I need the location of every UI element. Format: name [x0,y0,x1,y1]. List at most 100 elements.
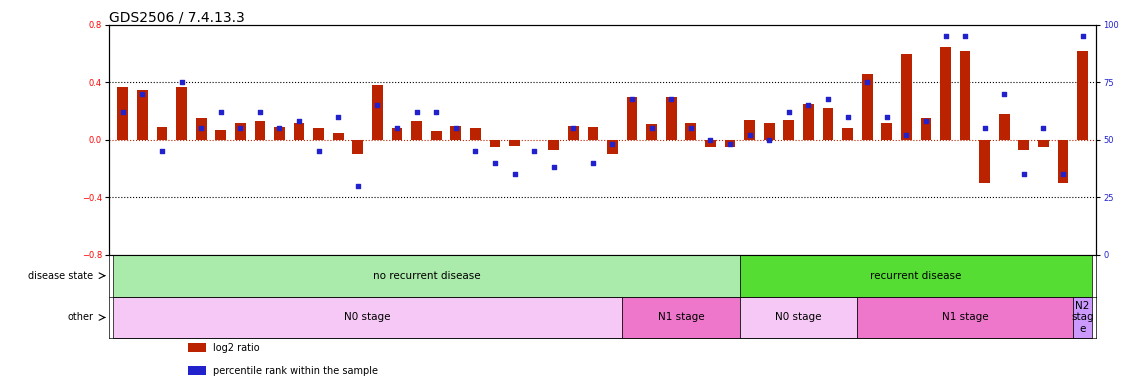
Text: other: other [68,313,93,323]
Text: recurrent disease: recurrent disease [870,271,962,281]
Point [153,148,171,154]
Point [604,141,622,147]
Bar [1073,296,1093,338]
Point [172,79,191,86]
Text: disease state: disease state [29,271,93,281]
Bar [235,122,246,140]
Bar [783,120,794,140]
Point [329,114,348,120]
Point [701,137,720,143]
Bar [255,121,265,140]
Text: N2
stag
e: N2 stag e [1071,301,1094,334]
Bar [568,126,579,140]
Point [290,118,309,124]
Bar [489,140,501,147]
Point [505,171,523,177]
Point [250,109,269,115]
Point [779,109,798,115]
Point [192,125,210,131]
Text: N0 stage: N0 stage [775,313,822,323]
Point [721,141,739,147]
Point [486,160,504,166]
Bar [1038,140,1049,147]
Bar [862,74,872,140]
Text: N1 stage: N1 stage [941,313,988,323]
Bar [627,97,637,140]
Bar [739,296,858,338]
Point [1073,33,1092,40]
Bar [176,87,187,140]
Bar [744,120,755,140]
Point [995,91,1014,97]
Bar [113,255,739,296]
Bar [196,118,207,140]
Bar [294,122,304,140]
Bar [739,255,1093,296]
Point [369,102,387,108]
Text: N0 stage: N0 stage [344,313,390,323]
Point [897,132,915,138]
Bar [188,343,205,352]
Bar [622,296,739,338]
Bar [391,128,403,140]
Bar [137,89,148,140]
Point [231,125,249,131]
Bar [274,127,285,140]
Point [408,109,426,115]
Text: N1 stage: N1 stage [658,313,705,323]
Text: no recurrent disease: no recurrent disease [373,271,480,281]
Point [623,96,642,102]
Bar [156,127,168,140]
Point [682,125,700,131]
Point [114,109,132,115]
Point [427,109,445,115]
Point [760,137,778,143]
Bar [921,118,931,140]
Point [583,160,602,166]
Bar [430,131,442,140]
Bar [1057,140,1069,183]
Point [310,148,328,154]
Text: log2 ratio: log2 ratio [212,343,259,353]
Bar [588,127,598,140]
Bar [333,133,343,140]
Bar [510,140,520,146]
Point [937,33,955,40]
Bar [117,87,129,140]
Point [466,148,484,154]
Point [662,96,681,102]
Point [388,125,406,131]
Bar [763,122,775,140]
Bar [960,51,970,140]
Bar [450,126,461,140]
Point [1054,171,1072,177]
Bar [882,122,892,140]
Point [877,114,895,120]
Point [544,164,563,170]
Bar [843,128,853,140]
Bar [113,296,622,338]
Bar [940,46,951,140]
Point [740,132,759,138]
Bar [999,114,1009,140]
Point [799,102,817,108]
Point [976,125,994,131]
Bar [823,108,833,140]
Bar [470,128,481,140]
Bar [188,366,205,375]
Bar [607,140,618,154]
Bar [666,97,676,140]
Bar [858,296,1073,338]
Bar [411,121,422,140]
Point [917,118,936,124]
Bar [313,128,324,140]
Point [349,183,367,189]
Bar [646,124,657,140]
Point [838,114,856,120]
Point [1015,171,1033,177]
Bar [979,140,990,183]
Point [525,148,543,154]
Point [133,91,152,97]
Point [819,96,837,102]
Bar [802,104,814,140]
